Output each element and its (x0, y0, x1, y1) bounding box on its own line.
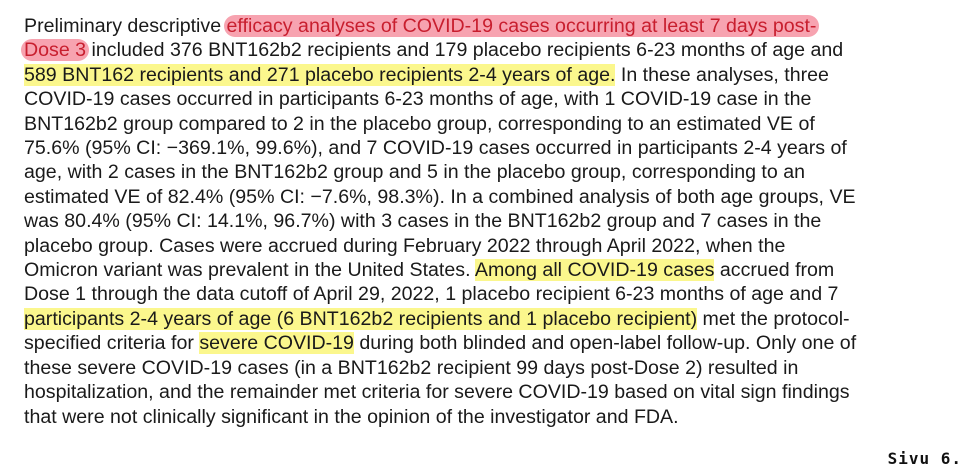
text-segment: In these analyses, three (615, 63, 829, 86)
red-highlighted-text: Dose 3 (21, 39, 90, 62)
text-segment: included 376 BNT162b2 recipients and 179… (86, 39, 844, 62)
text-line: 589 BNT162 recipients and 271 placebo re… (24, 63, 964, 87)
text-segment: during both blinded and open-label follo… (353, 332, 857, 355)
text-line: age, with 2 cases in the BNT162b2 group … (24, 160, 964, 184)
red-highlighted-text: efficacy analyses of COVID-19 cases occu… (223, 15, 820, 37)
text-line: COVID-19 cases occurred in participants … (24, 87, 964, 111)
text-segment: Dose 1 through the data cutoff of April … (24, 283, 839, 306)
text-line: hospitalization, and the remainder met c… (24, 380, 964, 404)
text-line: Preliminary descriptive efficacy analyse… (24, 14, 964, 38)
text-segment: was 80.4% (95% CI: 14.1%, 96.7%) with 3 … (24, 210, 822, 233)
text-line: 75.6% (95% CI: −369.1%, 99.6%), and 7 CO… (24, 136, 964, 160)
text-segment: hospitalization, and the remainder met c… (24, 381, 850, 404)
text-line: specified criteria for severe COVID-19 d… (24, 331, 964, 355)
text-segment: Preliminary descriptive (24, 15, 227, 37)
text-segment: these severe COVID-19 cases (in a BNT162… (24, 356, 799, 379)
page-number-label: Sivu 6. (887, 449, 962, 468)
text-line: BNT162b2 group compared to 2 in the plac… (24, 112, 964, 136)
text-line: participants 2-4 years of age (6 BNT162b… (24, 307, 964, 331)
text-line: estimated VE of 82.4% (95% CI: −7.6%, 98… (24, 185, 964, 209)
text-line: Dose 1 through the data cutoff of April … (24, 282, 964, 306)
text-segment: 75.6% (95% CI: −369.1%, 99.6%), and 7 CO… (24, 137, 847, 160)
text-segment: COVID-19 cases occurred in participants … (24, 88, 812, 111)
text-line: was 80.4% (95% CI: 14.1%, 96.7%) with 3 … (24, 209, 964, 233)
text-segment: met the protocol- (697, 307, 850, 330)
body-paragraph: Preliminary descriptive efficacy analyse… (21, 14, 964, 429)
text-segment: that were not clinically significant in … (24, 405, 679, 428)
text-line: placebo group. Cases were accrued during… (24, 234, 964, 258)
text-segment: BNT162b2 group compared to 2 in the plac… (24, 112, 815, 135)
text-segment: accrued from (714, 259, 835, 282)
text-segment: age, with 2 cases in the BNT162b2 group … (24, 161, 806, 184)
text-segment: estimated VE of 82.4% (95% CI: −7.6%, 98… (24, 185, 856, 208)
yellow-highlighted-text: participants 2-4 years of age (6 BNT162b… (24, 307, 698, 330)
text-line: Omicron variant was prevalent in the Uni… (24, 258, 964, 282)
text-segment: Omicron variant was prevalent in the Uni… (24, 259, 475, 282)
text-line: that were not clinically significant in … (24, 405, 964, 429)
yellow-highlighted-text: 589 BNT162 recipients and 271 placebo re… (24, 63, 616, 86)
text-line: these severe COVID-19 cases (in a BNT162… (24, 356, 964, 380)
text-line: Dose 3 included 376 BNT162b2 recipients … (21, 38, 964, 62)
text-segment: placebo group. Cases were accrued during… (24, 234, 786, 257)
text-segment: specified criteria for (24, 332, 200, 355)
yellow-highlighted-text: Among all COVID-19 cases (474, 259, 715, 282)
yellow-highlighted-text: severe COVID-19 (199, 332, 354, 355)
